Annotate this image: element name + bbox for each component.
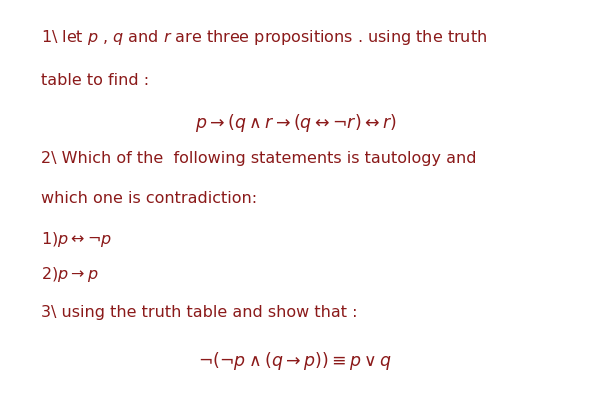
Text: 2\ Which of the  following statements is tautology and: 2\ Which of the following statements is … (41, 151, 477, 166)
Text: $\neg(\neg p \wedge (q \rightarrow p)) \equiv p \vee q$: $\neg(\neg p \wedge (q \rightarrow p)) \… (199, 350, 392, 372)
Text: table to find :: table to find : (41, 73, 150, 88)
Text: 3\ using the truth table and show that :: 3\ using the truth table and show that : (41, 305, 358, 320)
Text: 2)$p \rightarrow p$: 2)$p \rightarrow p$ (41, 265, 99, 284)
Text: 1)$p \leftrightarrow \neg p$: 1)$p \leftrightarrow \neg p$ (41, 230, 112, 249)
Text: 1\ let $p$ , $q$ and $r$ are three propositions . using the truth: 1\ let $p$ , $q$ and $r$ are three propo… (41, 28, 488, 46)
Text: which one is contradiction:: which one is contradiction: (41, 191, 258, 206)
Text: $p \rightarrow (q\wedge r \rightarrow (q \leftrightarrow \neg r) \leftrightarrow: $p \rightarrow (q\wedge r \rightarrow (q… (195, 112, 396, 134)
